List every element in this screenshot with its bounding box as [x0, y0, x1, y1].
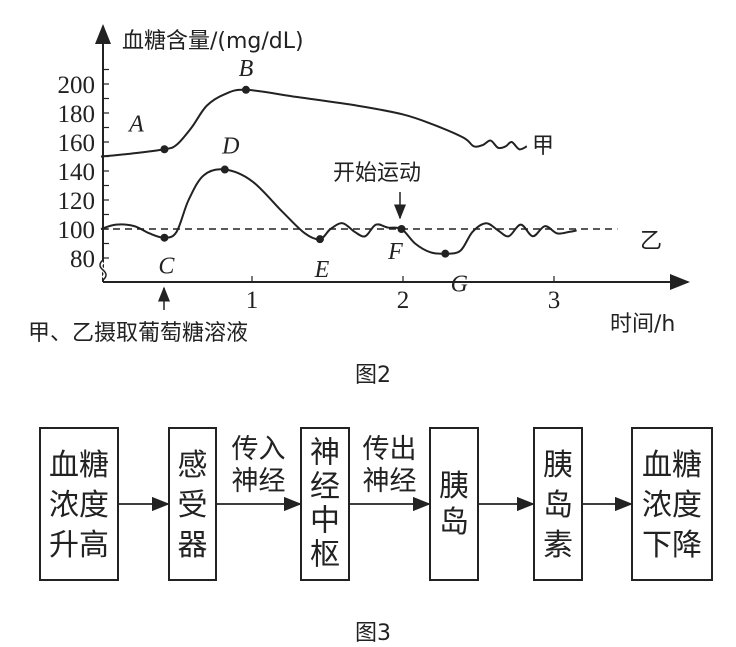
y-axis-title: 血糖含量/(mg/dL) [122, 29, 304, 54]
flow-box-text: 器 [178, 528, 208, 563]
flow-box: 胰岛 [429, 427, 479, 581]
flow-box-text: 经 [310, 470, 340, 505]
exercise-annotation: 开始运动 [333, 161, 421, 186]
intake-annotation: 甲、乙摄取葡萄糖溶液 [28, 321, 248, 346]
y-tick-label: 180 [58, 101, 96, 128]
point-E [315, 235, 324, 244]
flow-box-text: 浓度 [49, 488, 109, 523]
y-tick-label: 100 [58, 217, 96, 244]
series-line-jia [100, 88, 528, 158]
point-label-C: C [158, 254, 175, 280]
flow-box-text: 血糖 [49, 448, 109, 483]
point-label-G: G [451, 272, 468, 298]
point-label-D: D [221, 134, 239, 160]
point-label-B: B [239, 56, 254, 82]
arrow-label: 传入 [232, 434, 286, 465]
figure-3-caption: 图3 [355, 621, 391, 646]
flow-box-text: 素 [543, 528, 573, 563]
point-F [397, 225, 406, 233]
point-label-F: F [387, 239, 403, 265]
y-tick-label: 140 [58, 159, 96, 186]
point-label-E: E [314, 257, 330, 283]
flow-box: 胰岛素 [533, 427, 583, 581]
x-tick-label: 2 [397, 287, 410, 314]
flow-box-text: 浓度 [642, 488, 702, 523]
series-label-jia: 甲 [532, 134, 554, 159]
series-label-yi: 乙 [640, 229, 662, 254]
point-label-A: A [127, 111, 144, 137]
series-line-yi [100, 168, 577, 255]
point-D [220, 165, 229, 174]
figure-2-caption: 图2 [355, 363, 391, 388]
x-tick-label: 3 [548, 287, 561, 314]
flow-box-text: 血糖 [642, 448, 702, 483]
y-tick-label: 160 [58, 130, 96, 157]
axis-break-squiggle [99, 259, 107, 281]
flow-box-text: 枢 [310, 538, 340, 573]
flow-box-text: 受 [178, 488, 208, 523]
flow-box-text: 岛 [439, 505, 469, 540]
flow-box-text: 升高 [49, 528, 109, 563]
arrow-label: 神经 [363, 466, 417, 497]
point-G [441, 249, 450, 258]
y-tick-label: 120 [58, 188, 96, 215]
flow-box-text: 中 [310, 504, 340, 539]
flow-box: 感受器 [168, 427, 217, 581]
point-A [160, 145, 169, 154]
flow-box-text: 下降 [642, 528, 702, 563]
flow-box-text: 神 [310, 436, 340, 471]
y-tick-label: 200 [58, 72, 96, 99]
arrow-label: 传出 [363, 434, 417, 465]
point-B [241, 85, 250, 94]
flow-box-text: 岛 [543, 488, 573, 523]
flow-box-text: 胰 [439, 469, 469, 504]
point-C [160, 233, 169, 242]
arrow-label: 神经 [232, 466, 286, 497]
x-tick-label: 1 [246, 287, 259, 314]
x-axis-title: 时间/h [610, 312, 675, 337]
y-tick-label: 80 [70, 246, 95, 273]
flow-box-text: 胰 [543, 448, 573, 483]
flow-box-text: 感 [178, 448, 208, 483]
